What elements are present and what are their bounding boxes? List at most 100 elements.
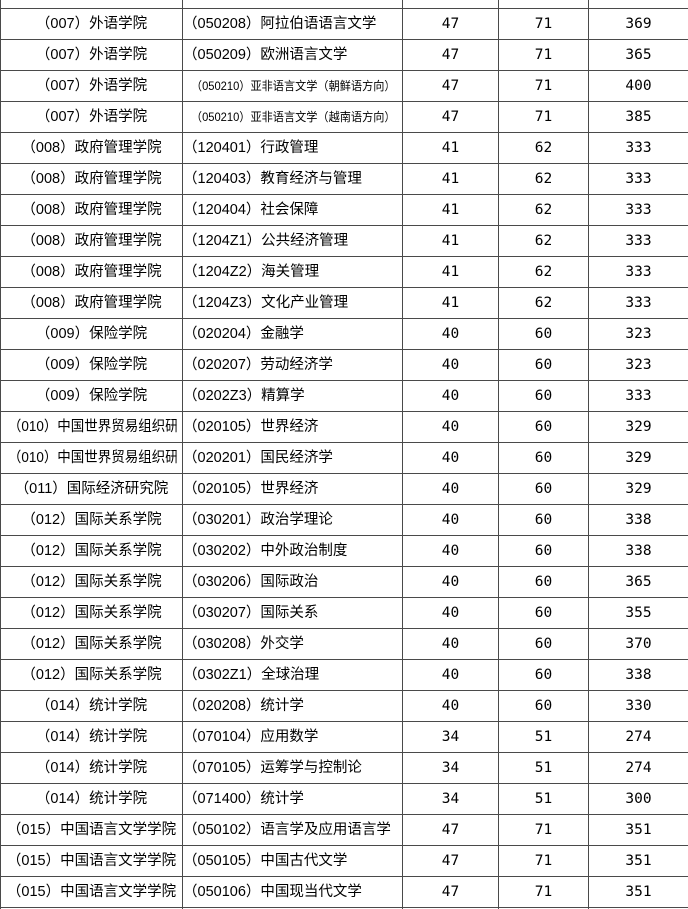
table-row[interactable]: （014）统计学院 （020208）统计学 40 60 330 — [0, 690, 688, 722]
table-row[interactable]: （007）外语学院 （050210）亚非语言文学（朝鲜语方向） 47 71 400 — [0, 70, 688, 102]
table-row[interactable]: （015）中国语言文学学院 （050102）语言学及应用语言学 47 71 351 — [0, 814, 688, 846]
cell-major-subject-score: 60 — [498, 473, 589, 505]
cell-total-score: 400 — [588, 70, 688, 102]
cell-total-score: 333 — [588, 194, 688, 226]
cell-college: （009）保险学院 — [0, 380, 183, 412]
table-row[interactable]: （015）中国语言文学学院 （050106）中国现当代文学 47 71 351 — [0, 876, 688, 908]
table-row[interactable]: （008）政府管理学院 （1204Z2）海关管理 41 62 333 — [0, 256, 688, 288]
cell-college: （015）中国语言文学学院 — [0, 845, 183, 877]
cell-college: （008）政府管理学院 — [0, 256, 183, 288]
cell-total-score: 323 — [588, 318, 688, 350]
cell-major: （1204Z1）公共经济管理 — [182, 225, 403, 257]
cell-total-score: 338 — [588, 504, 688, 536]
table-row[interactable]: （008）政府管理学院 （120403）教育经济与管理 41 62 333 — [0, 163, 688, 195]
cell-college: （009）保险学院 — [0, 318, 183, 350]
cell-major-subject-score: 62 — [498, 287, 589, 319]
table-row-partial — [0, 0, 688, 9]
cell-total-score: 351 — [588, 876, 688, 908]
cell-total-score: 333 — [588, 132, 688, 164]
cell-college: （008）政府管理学院 — [0, 132, 183, 164]
cell-major-subject-score: 60 — [498, 411, 589, 443]
cell-major: （050106）中国现当代文学 — [182, 876, 403, 908]
table-row[interactable]: （012）国际关系学院 （030207）国际关系 40 60 355 — [0, 597, 688, 629]
table-row[interactable]: （007）外语学院 （050210）亚非语言文学（越南语方向） 47 71 385 — [0, 101, 688, 133]
table-row[interactable]: （012）国际关系学院 （030201）政治学理论 40 60 338 — [0, 504, 688, 536]
cell-college: （012）国际关系学院 — [0, 628, 183, 660]
cell-single-subject-score: 47 — [402, 8, 499, 40]
cell-major: （050209）欧洲语言文学 — [182, 39, 403, 71]
table-row[interactable]: （009）保险学院 （020204）金融学 40 60 323 — [0, 318, 688, 350]
cell-total-score: 385 — [588, 101, 688, 133]
cell-total-score: 274 — [588, 752, 688, 784]
table-row[interactable]: （012）国际关系学院 （0302Z1）全球治理 40 60 338 — [0, 659, 688, 691]
table-row[interactable]: （007）外语学院 （050209）欧洲语言文学 47 71 365 — [0, 39, 688, 71]
cell-college: （007）外语学院 — [0, 8, 183, 40]
table-row[interactable]: （014）统计学院 （070105）运筹学与控制论 34 51 274 — [0, 752, 688, 784]
cell-major: （050105）中国古代文学 — [182, 845, 403, 877]
cell-major-subject-score: 71 — [498, 101, 589, 133]
table-row[interactable]: （017）全球价值链研究院（0202J2）全球价值链4060340 — [0, 907, 688, 909]
cell-single-subject-score: 40 — [402, 566, 499, 598]
table-row[interactable]: （009）保险学院 （020207）劳动经济学 40 60 323 — [0, 349, 688, 381]
table-row[interactable]: （014）统计学院 （071400）统计学 34 51 300 — [0, 783, 688, 815]
table-row[interactable]: （012）国际关系学院 （030202）中外政治制度 40 60 338 — [0, 535, 688, 567]
table-row[interactable]: （009）保险学院 （0202Z3）精算学 40 60 333 — [0, 380, 688, 412]
cell-major-subject-score: 60 — [498, 659, 589, 691]
cell-major-subject-score: 60 — [498, 380, 589, 412]
cell-total-score: 333 — [588, 225, 688, 257]
cell-total-score: 338 — [588, 659, 688, 691]
cell-single-subject-score: 47 — [402, 814, 499, 846]
cell-single-subject-score: 41 — [402, 163, 499, 195]
cell-single-subject-score: 40 — [402, 690, 499, 722]
cell-single-subject-score: 40 — [402, 473, 499, 505]
table-cell-partial — [498, 0, 589, 9]
cell-major-subject-score: 60 — [498, 566, 589, 598]
cell-college: （008）政府管理学院 — [0, 287, 183, 319]
cell-major: （020208）统计学 — [182, 690, 403, 722]
cell-major: （070104）应用数学 — [182, 721, 403, 753]
table-row[interactable]: （011）国际经济研究院 （020105）世界经济 40 60 329 — [0, 473, 688, 505]
cell-college: （007）外语学院 — [0, 101, 183, 133]
table-row[interactable]: （012）国际关系学院 （030208）外交学 40 60 370 — [0, 628, 688, 660]
table-row[interactable]: （008）政府管理学院 （1204Z3）文化产业管理 41 62 333 — [0, 287, 688, 319]
cell-major-subject-score: 60 — [498, 597, 589, 629]
cell-major: （0202Z3）精算学 — [182, 380, 403, 412]
cell-total-score: 370 — [588, 628, 688, 660]
cell-major: （020105）世界经济 — [182, 473, 403, 505]
cell-major-subject-score: 60 — [498, 504, 589, 536]
cell-major: （030207）国际关系 — [182, 597, 403, 629]
table-row[interactable]: （015）中国语言文学学院 （050105）中国古代文学 47 71 351 — [0, 845, 688, 877]
cell-total-score: 365 — [588, 566, 688, 598]
cell-total-score: 333 — [588, 380, 688, 412]
cell-college: （015）中国语言文学学院 — [0, 814, 183, 846]
cell-major-subject-score: 60 — [498, 628, 589, 660]
cell-total-score: 333 — [588, 163, 688, 195]
cell-single-subject-score: 40 — [402, 628, 499, 660]
table-row[interactable]: （008）政府管理学院 （120401）行政管理 41 62 333 — [0, 132, 688, 164]
cell-major: （020207）劳动经济学 — [182, 349, 403, 381]
cell-single-subject-score: 40 — [402, 504, 499, 536]
cell-total-score: 274 — [588, 721, 688, 753]
table-row[interactable]: （012）国际关系学院 （030206）国际政治 40 60 365 — [0, 566, 688, 598]
cell-college: （007）外语学院 — [0, 39, 183, 71]
cell-major: （030202）中外政治制度 — [182, 535, 403, 567]
cell-major-subject-score: 71 — [498, 876, 589, 908]
table-row[interactable]: （014）统计学院 （070104）应用数学 34 51 274 — [0, 721, 688, 753]
cell-total-score: 333 — [588, 287, 688, 319]
cell-total-score: 300 — [588, 783, 688, 815]
table-cell-partial — [182, 0, 403, 9]
table-cell-partial — [402, 0, 499, 9]
cell-major-subject-score: 71 — [498, 70, 589, 102]
table-row[interactable]: （007）外语学院 （050208）阿拉伯语语言文学 47 71 369 — [0, 8, 688, 40]
cell-single-subject-score: 47 — [402, 39, 499, 71]
table-row[interactable]: （008）政府管理学院 （120404）社会保障 41 62 333 — [0, 194, 688, 226]
table-row[interactable]: （008）政府管理学院 （1204Z1）公共经济管理 41 62 333 — [0, 225, 688, 257]
cell-major-subject-score: 62 — [498, 163, 589, 195]
cell-total-score: 330 — [588, 690, 688, 722]
cell-major-subject-score: 62 — [498, 194, 589, 226]
cell-single-subject-score: 40 — [402, 442, 499, 474]
cell-major-subject-score: 71 — [498, 39, 589, 71]
